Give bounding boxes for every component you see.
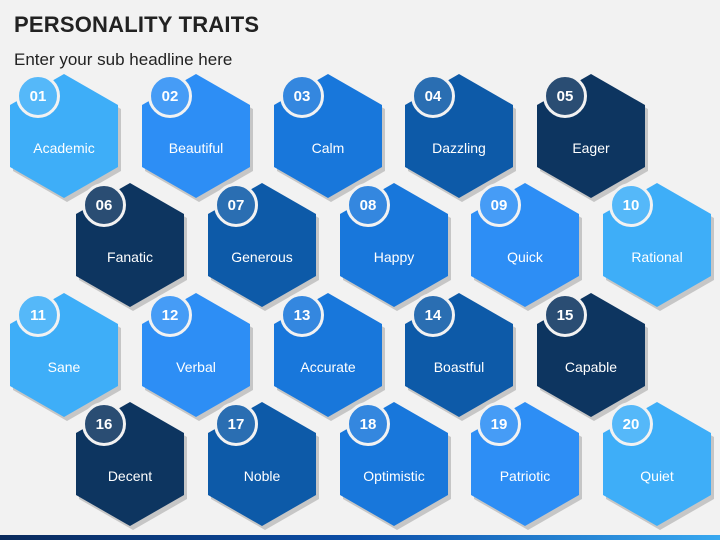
trait-number-badge: 01	[16, 74, 60, 118]
trait-label: Happy	[373, 249, 415, 265]
footer-accent-bar	[0, 535, 720, 540]
trait-tile: Rational 10	[603, 183, 714, 311]
trait-label: Boastful	[433, 359, 485, 375]
trait-tile: Happy 08	[340, 183, 451, 311]
trait-number-badge: 03	[280, 74, 324, 118]
trait-label: Optimistic	[363, 468, 425, 484]
trait-number-badge: 02	[148, 74, 192, 118]
trait-number-badge: 18	[346, 402, 390, 446]
trait-number-badge: 17	[214, 402, 258, 446]
trait-tile: Accurate 13	[274, 293, 385, 421]
trait-number-badge: 15	[543, 293, 587, 337]
trait-number-badge: 16	[82, 402, 126, 446]
trait-label: Dazzling	[432, 140, 486, 156]
trait-label: Decent	[107, 468, 153, 484]
trait-number-badge: 10	[609, 183, 653, 227]
trait-number-badge: 05	[543, 74, 587, 118]
trait-tile: Eager 05	[537, 74, 648, 202]
trait-number-badge: 19	[477, 402, 521, 446]
slide-title: PERSONALITY TRAITS	[14, 12, 260, 37]
trait-tile: Patriotic 19	[471, 402, 582, 530]
trait-tile: Calm 03	[274, 74, 385, 202]
trait-label: Capable	[564, 359, 618, 375]
trait-number-badge: 14	[411, 293, 455, 337]
trait-tile: Dazzling 04	[405, 74, 516, 202]
trait-tile: Quick 09	[471, 183, 582, 311]
trait-number-badge: 12	[148, 293, 192, 337]
trait-number-badge: 09	[477, 183, 521, 227]
trait-number-badge: 07	[214, 183, 258, 227]
slide-subtitle: Enter your sub headline here	[14, 50, 233, 69]
trait-number-badge: 20	[609, 402, 653, 446]
trait-number-badge: 04	[411, 74, 455, 118]
trait-label: Fanatic	[107, 249, 153, 265]
trait-tile: Decent 16	[76, 402, 187, 530]
trait-number-badge: 06	[82, 183, 126, 227]
trait-label: Noble	[243, 468, 281, 484]
trait-tile: Noble 17	[208, 402, 319, 530]
trait-tile: Academic 01	[10, 74, 121, 202]
trait-label: Quick	[507, 249, 543, 265]
trait-tile: Fanatic 06	[76, 183, 187, 311]
trait-tile: Optimistic 18	[340, 402, 451, 530]
trait-label: Generous	[231, 249, 293, 265]
trait-label: Quiet	[640, 468, 674, 484]
trait-tile: Capable 15	[537, 293, 648, 421]
trait-number-badge: 08	[346, 183, 390, 227]
trait-label: Academic	[33, 140, 95, 156]
trait-tile: Verbal 12	[142, 293, 253, 421]
trait-label: Rational	[631, 249, 683, 265]
trait-tile: Sane 11	[10, 293, 121, 421]
trait-tile: Boastful 14	[405, 293, 516, 421]
trait-number-badge: 11	[16, 293, 60, 337]
trait-tile: Beautiful 02	[142, 74, 253, 202]
trait-label: Verbal	[176, 359, 216, 375]
trait-label: Patriotic	[499, 468, 551, 484]
trait-label: Accurate	[300, 359, 356, 375]
trait-tile: Generous 07	[208, 183, 319, 311]
trait-label: Beautiful	[168, 140, 224, 156]
trait-tile: Quiet 20	[603, 402, 714, 530]
trait-label: Eager	[572, 140, 610, 156]
trait-label: Sane	[47, 359, 81, 375]
trait-label: Calm	[311, 140, 345, 156]
trait-number-badge: 13	[280, 293, 324, 337]
